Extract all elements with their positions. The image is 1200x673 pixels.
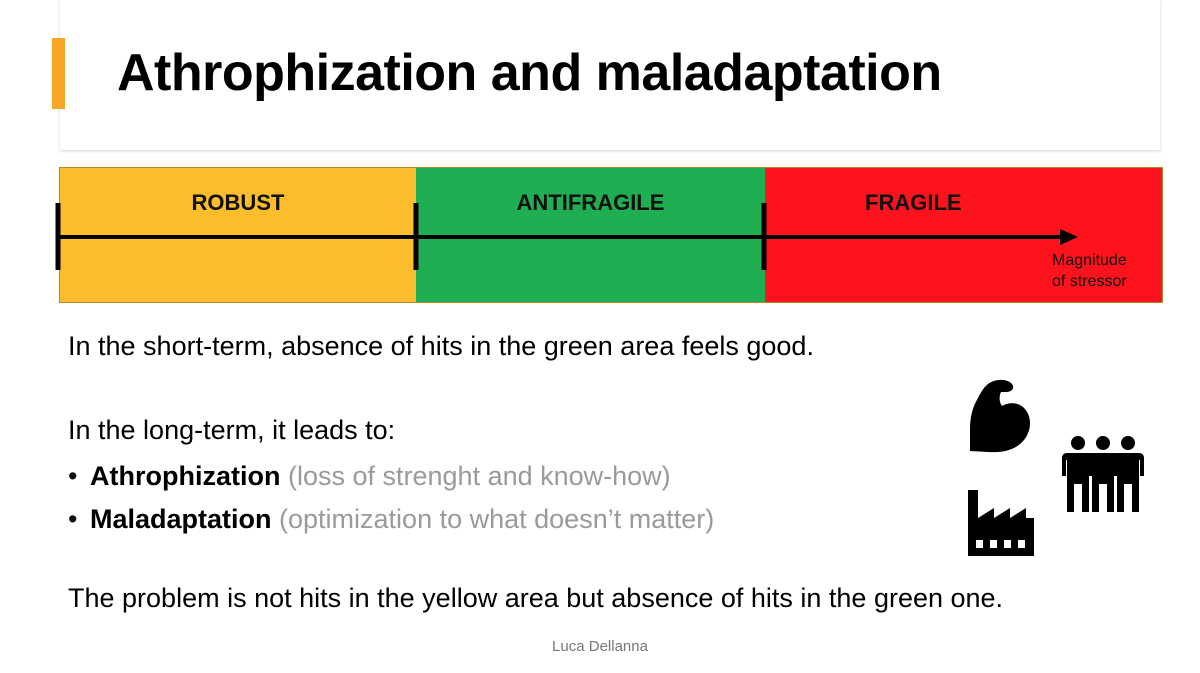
- axis-caption-line2: of stressor: [1052, 273, 1127, 290]
- bullet-detail: (loss of strenght and know-how): [287, 461, 671, 491]
- factory-icon: [968, 490, 1034, 556]
- flexed-bicep-icon: [970, 379, 1030, 453]
- author-footer: Luca Dellanna: [552, 638, 648, 655]
- list-item: • Maladaptation (optimization to what doe…: [68, 498, 714, 541]
- short-term-text: In the short-term, absence of hits in th…: [68, 331, 814, 361]
- zone-robust-label: ROBUST: [191, 190, 285, 215]
- title-card: [60, 0, 1160, 150]
- bullet-term: Maladaptation: [90, 504, 272, 534]
- zone-antifragile: ANTIFRAGILE: [416, 168, 765, 302]
- axis-caption: Magnitude of stressor: [1052, 250, 1127, 292]
- zone-antifragile-label: ANTIFRAGILE: [516, 190, 665, 215]
- axis-caption-line1: Magnitude: [1052, 252, 1127, 269]
- group-of-people-icon: [1062, 436, 1144, 512]
- bullet-dot: •: [68, 504, 78, 534]
- zone-robust: ROBUST: [60, 168, 416, 302]
- list-item: • Athrophization (loss of strenght and kn…: [68, 455, 714, 498]
- title-accent-bar: [52, 38, 65, 109]
- zone-fragile-label: FRAGILE: [865, 190, 962, 215]
- bullet-term: Athrophization: [90, 461, 281, 491]
- stressor-zones-diagram: ROBUST ANTIFRAGILE FRAGILE: [59, 167, 1163, 303]
- bullet-dot: •: [68, 461, 78, 491]
- conclusion-text: The problem is not hits in the yellow ar…: [68, 583, 1004, 613]
- slide-title: Athrophization and maladaptation: [117, 44, 942, 102]
- consequence-list: • Athrophization (loss of strenght and kn…: [68, 455, 714, 541]
- bullet-detail: (optimization to what doesn’t matter): [279, 504, 715, 534]
- long-term-intro: In the long-term, it leads to:: [68, 415, 396, 445]
